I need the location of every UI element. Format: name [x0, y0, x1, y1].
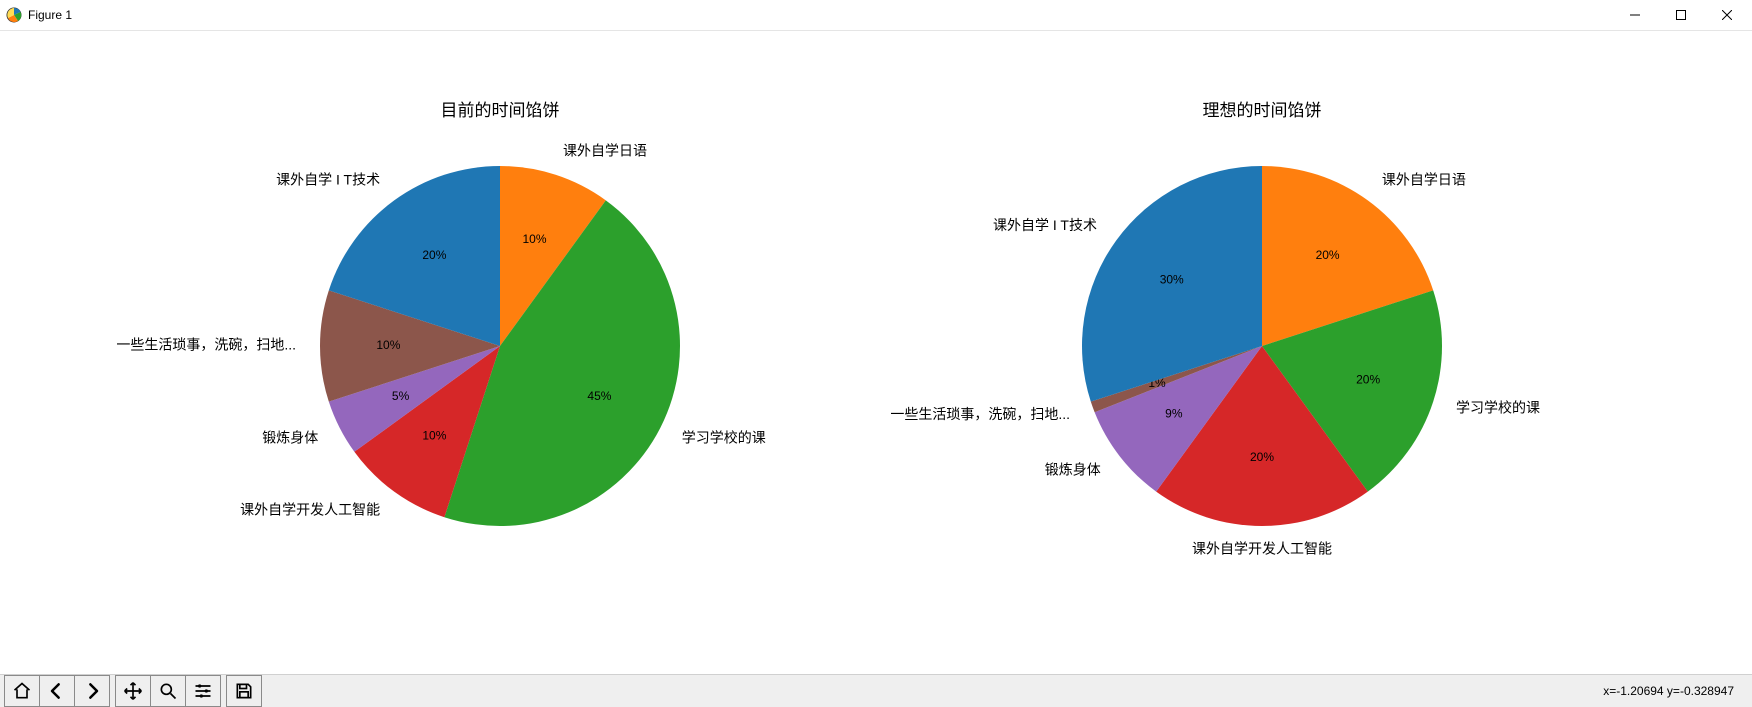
- pie-pct-label: 20%: [422, 248, 446, 262]
- pie-pct-label: 45%: [587, 389, 611, 403]
- zoom-button[interactable]: [150, 675, 186, 707]
- pie-pct-label: 20%: [1316, 248, 1340, 262]
- pie-slice-label: 课外自学日语: [1382, 172, 1466, 188]
- home-button[interactable]: [4, 675, 40, 707]
- pie-pct-label: 20%: [1356, 373, 1380, 387]
- pie-slice-label: 课外自学 I T技术: [276, 172, 380, 188]
- pie-pct-label: 5%: [392, 389, 410, 403]
- pie-slice-label: 课外自学开发人工智能: [1192, 541, 1332, 557]
- pie-slice-label: 课外自学日语: [563, 143, 647, 159]
- pie-pct-label: 20%: [1250, 450, 1274, 464]
- matplotlib-icon: [6, 7, 22, 23]
- pie-pct-label: 30%: [1160, 273, 1184, 287]
- pie-slice-label: 课外自学开发人工智能: [240, 502, 380, 518]
- pie-slice-label: 一些生活琐事，洗碗，扫地...: [890, 406, 1070, 422]
- pie-slice-label: 学习学校的课: [682, 429, 766, 445]
- chart-title: 目前的时间馅饼: [441, 101, 560, 120]
- pie-slice-label: 一些生活琐事，洗碗，扫地...: [116, 337, 296, 353]
- minimize-button[interactable]: [1612, 0, 1658, 30]
- plot-svg: 目前的时间馅饼 10% 课外自学日语 45% 学习学校的课 10% 课外自学开发人工智能 5%…: [0, 31, 1752, 674]
- figure-window: Figure 1 目前的时间馅饼 10% 课外自学日语 45% 学习学校的课 10% 课外自…: [0, 0, 1752, 707]
- forward-button[interactable]: [74, 675, 110, 707]
- pie-pct-label: 9%: [1165, 407, 1183, 421]
- plot-area[interactable]: 目前的时间馅饼 10% 课外自学日语 45% 学习学校的课 10% 课外自学开发人工智能 5%…: [0, 31, 1752, 674]
- save-button[interactable]: [226, 675, 262, 707]
- matplotlib-toolbar: x=-1.20694 y=-0.328947: [0, 674, 1752, 707]
- pie-pct-label: 10%: [522, 232, 546, 246]
- pie-slice-label: 锻炼身体: [262, 429, 318, 445]
- chart-title: 理想的时间馅饼: [1203, 101, 1322, 120]
- pie-slice-label: 学习学校的课: [1456, 400, 1540, 416]
- back-button[interactable]: [39, 675, 75, 707]
- window-title: Figure 1: [28, 8, 72, 22]
- pie-slice-label: 锻炼身体: [1045, 462, 1101, 478]
- pie-slice-label: 课外自学 I T技术: [993, 217, 1097, 233]
- maximize-button[interactable]: [1658, 0, 1704, 30]
- titlebar: Figure 1: [0, 0, 1752, 31]
- cursor-coords: x=-1.20694 y=-0.328947: [1603, 684, 1748, 698]
- close-button[interactable]: [1704, 0, 1750, 30]
- pan-button[interactable]: [115, 675, 151, 707]
- pie-pct-label: 10%: [376, 338, 400, 352]
- pie-pct-label: 10%: [422, 428, 446, 442]
- subplots-config-button[interactable]: [185, 675, 221, 707]
